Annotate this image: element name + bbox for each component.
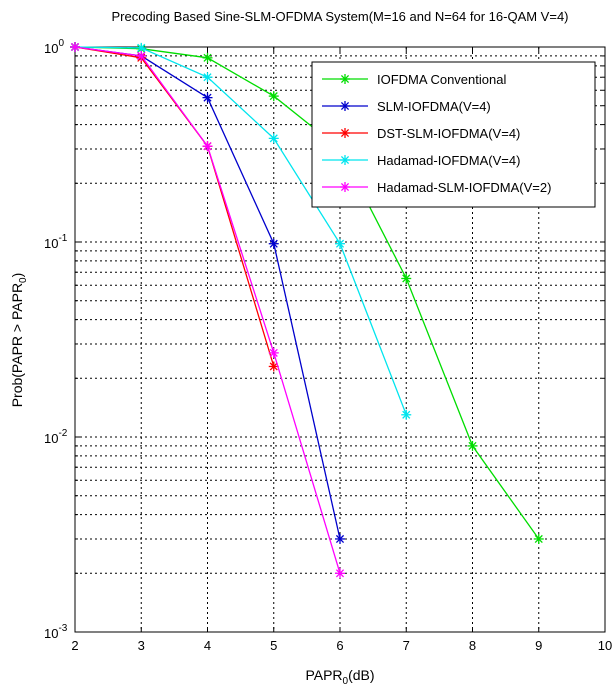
y-axis-label-sub: 0 <box>18 277 29 283</box>
y-axis-label-tail: ) <box>9 273 25 278</box>
data-point <box>202 72 213 83</box>
data-point <box>268 91 279 102</box>
legend-item: Hadamad-SLM-IOFDMA(V=2) <box>322 180 551 195</box>
x-tick-label: 10 <box>598 638 612 653</box>
legend-label: Hadamad-IOFDMA(V=4) <box>377 153 520 168</box>
x-axis-label-tail: (dB) <box>348 667 374 683</box>
data-point <box>533 533 544 544</box>
legend-label: SLM-IOFDMA(V=4) <box>377 99 491 114</box>
x-tick-label: 9 <box>535 638 542 653</box>
series-3 <box>70 42 279 372</box>
legend-marker <box>340 128 350 138</box>
legend-label: DST-SLM-IOFDMA(V=4) <box>377 126 520 141</box>
legend-item: DST-SLM-IOFDMA(V=4) <box>322 126 520 141</box>
legend-box <box>311 61 596 208</box>
data-point <box>202 92 213 103</box>
series-line <box>74 46 540 540</box>
data-point <box>335 533 345 544</box>
legend-marker <box>340 74 350 84</box>
legend-marker <box>340 155 350 165</box>
data-point <box>268 133 279 144</box>
data-point <box>268 361 279 372</box>
legend-label: IOFDMA Conventional <box>377 72 506 87</box>
data-point <box>136 50 147 61</box>
chart-title: Precoding Based Sine-SLM-OFDMA System(M=… <box>112 9 569 24</box>
data-point <box>202 141 213 152</box>
series-line <box>74 46 275 367</box>
x-tick-label: 3 <box>138 638 145 653</box>
legend-label: Hadamad-SLM-IOFDMA(V=2) <box>377 180 551 195</box>
data-point <box>401 273 412 284</box>
data-point <box>136 42 147 53</box>
legend-marker <box>340 101 350 111</box>
series-5 <box>70 42 345 579</box>
data-point <box>268 347 279 358</box>
data-point <box>202 52 213 63</box>
x-axis-label-sub: 0 <box>343 676 349 687</box>
series-line <box>74 46 407 416</box>
data-point <box>335 568 345 579</box>
legend-marker <box>340 182 350 192</box>
x-tick-label: 5 <box>270 638 277 653</box>
y-axis-label: Prob(PAPR > PAPR0) <box>9 273 29 408</box>
y-tick-label: 100 <box>44 38 64 56</box>
x-tick-label: 7 <box>403 638 410 653</box>
data-point <box>467 440 478 451</box>
data-point <box>268 238 279 249</box>
x-axis-label: PAPR0(dB) <box>305 667 374 687</box>
legend-item: IOFDMA Conventional <box>322 72 506 87</box>
y-tick-label: 10-3 <box>44 623 68 641</box>
x-axis-label-main: PAPR <box>305 667 342 683</box>
y-tick-label: 10-1 <box>44 233 68 251</box>
y-tick-label: 10-2 <box>44 428 68 446</box>
y-axis-label-main: Prob(PAPR > PAPR <box>9 283 25 407</box>
x-tick-label: 8 <box>469 638 476 653</box>
x-tick-label: 2 <box>71 638 78 653</box>
legend-item: Hadamad-IOFDMA(V=4) <box>322 153 520 168</box>
data-point <box>70 42 80 52</box>
legend: IOFDMA Conventional SLM-IOFDMA(V=4) DST-SL… <box>311 61 596 208</box>
data-point <box>401 409 412 420</box>
x-tick-label: 4 <box>204 638 211 653</box>
legend-item: SLM-IOFDMA(V=4) <box>322 99 491 114</box>
data-point <box>335 238 345 249</box>
series-line <box>74 46 341 574</box>
x-tick-label: 6 <box>336 638 343 653</box>
